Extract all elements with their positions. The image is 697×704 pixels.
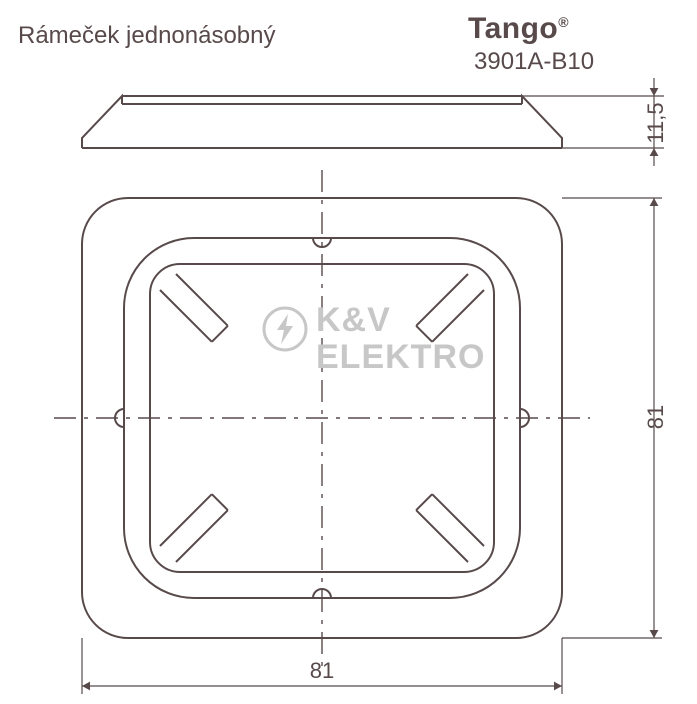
- watermark-text: K&V ELEKTRO: [316, 302, 485, 377]
- watermark-line2: ELEKTRO: [316, 338, 485, 376]
- watermark-line1: K&V: [316, 301, 391, 339]
- product-title: Rámeček jednonásobný: [18, 22, 276, 50]
- dim-width-label: 81: [306, 658, 338, 684]
- dim-thickness-label: 11,5: [643, 99, 669, 147]
- brand-registered-icon: ®: [558, 14, 569, 30]
- dim-height-label: 81: [643, 401, 669, 433]
- brand-name: Tango®: [468, 12, 569, 46]
- watermark-bolt-icon: [262, 306, 308, 352]
- brand-text: Tango: [468, 12, 558, 45]
- drawing-stage: Rámeček jednonásobný Tango® 3901A-B10 81…: [0, 0, 697, 704]
- product-code: 3901A-B10: [474, 48, 594, 76]
